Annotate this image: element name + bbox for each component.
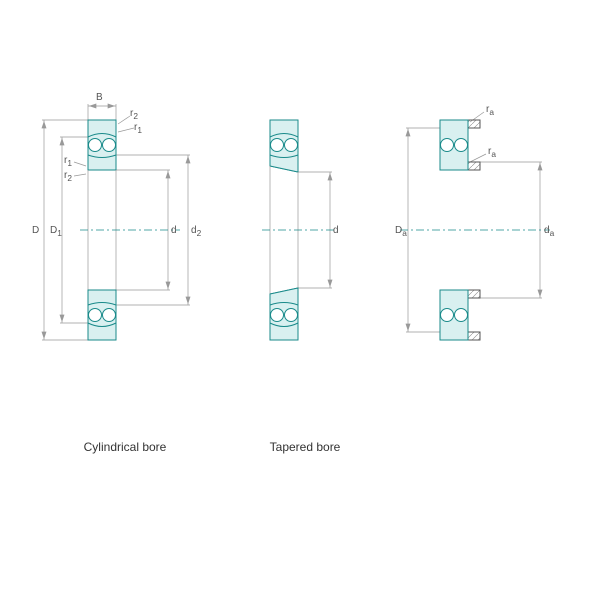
- label-Da: Da: [395, 225, 407, 238]
- label-D1: D1: [50, 225, 62, 238]
- tapered-bore-drawing: d: [250, 100, 350, 360]
- label-da: da: [544, 225, 554, 238]
- abutment-drawing: Da da ra ra: [400, 100, 560, 360]
- caption-cylindrical: Cylindrical bore: [65, 440, 185, 454]
- label-ra1: ra: [486, 104, 494, 117]
- label-B: B: [96, 92, 103, 103]
- label-d: d: [171, 225, 177, 236]
- label-r2-top: r2: [130, 108, 138, 121]
- label-d-tapered: d: [333, 225, 339, 236]
- caption-tapered: Tapered bore: [255, 440, 355, 454]
- bearing-bottom: [88, 290, 116, 340]
- label-r1-top: r1: [134, 122, 142, 135]
- bearing-top: [88, 120, 116, 170]
- label-ra2: ra: [488, 146, 496, 159]
- label-r1-left: r1: [64, 155, 72, 168]
- diagram-area: D D1 d d2 B r2 r1 r1 r2: [40, 100, 560, 380]
- label-d2: d2: [191, 225, 201, 238]
- cylindrical-bore-drawing: D D1 d d2 B r2 r1 r1 r2: [40, 100, 220, 360]
- abutment-svg: [400, 100, 560, 360]
- label-r2-left: r2: [64, 170, 72, 183]
- label-D: D: [32, 225, 39, 236]
